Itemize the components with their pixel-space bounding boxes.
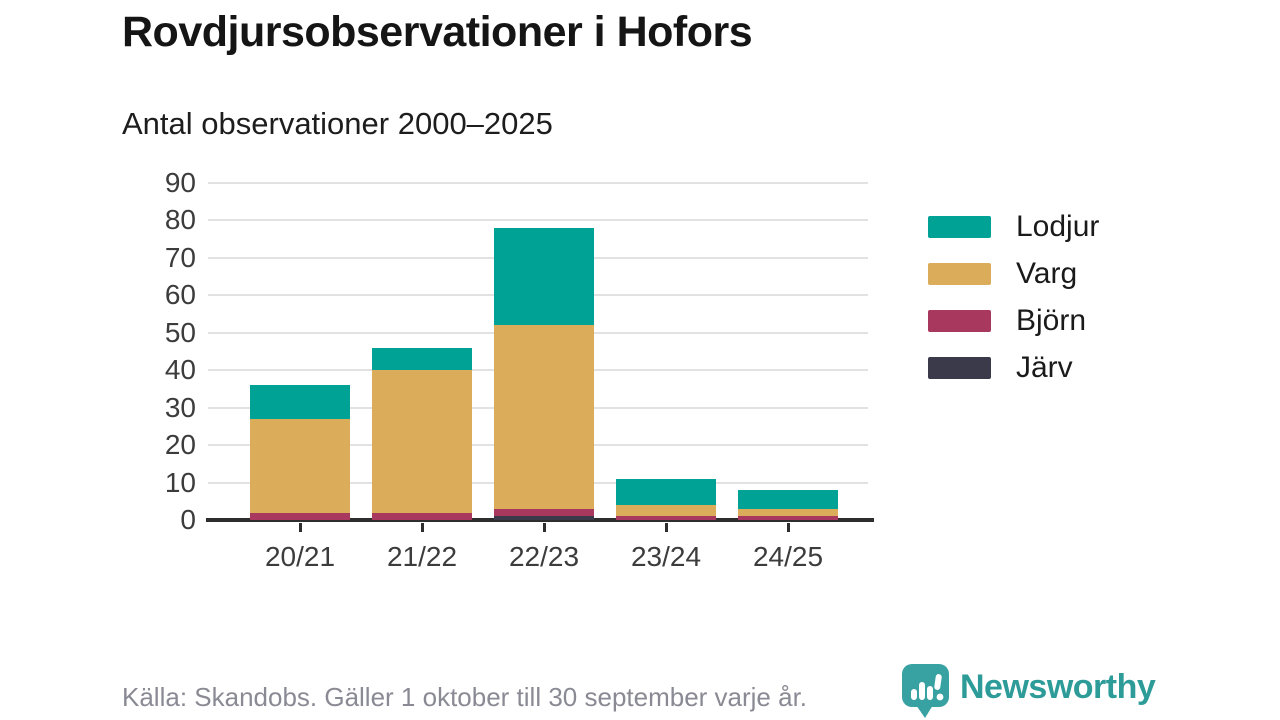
y-gridline	[208, 182, 868, 184]
bar-segment-lodjur	[494, 227, 594, 326]
legend-label: Björn	[1016, 304, 1087, 337]
y-tick-label: 70	[164, 241, 196, 273]
bar-segment-varg	[250, 418, 350, 513]
x-tick	[786, 523, 790, 532]
bar	[616, 183, 716, 520]
legend-label: Järv	[1016, 351, 1073, 384]
legend-item-lodjur: Lodjur	[928, 212, 1099, 242]
x-tick	[420, 523, 424, 532]
bar-segment-lodjur	[250, 385, 350, 419]
x-tick-label: 23/24	[630, 541, 702, 572]
bar-segment-björn	[372, 512, 472, 520]
legend-swatch	[928, 357, 991, 379]
x-tick	[298, 523, 302, 532]
plot-area: 20/21 21/22 22/23 23/24 24/25	[206, 182, 874, 572]
x-tick	[542, 523, 546, 532]
chart-subtitle: Antal observationer 2000–2025	[122, 106, 553, 141]
y-tick-label: 90	[164, 167, 196, 198]
y-tick-label: 50	[164, 316, 196, 348]
legend-swatch	[928, 310, 991, 332]
legend: Lodjur Varg Björn Järv	[928, 212, 1099, 404]
x-tick-label: 21/22	[386, 541, 458, 572]
legend-swatch	[928, 263, 991, 285]
bar	[494, 183, 594, 520]
page-title: Rovdjursobservationer i Hofors	[122, 8, 753, 56]
legend-label: Lodjur	[1016, 210, 1100, 243]
bar-segment-björn	[494, 508, 594, 517]
bar-segment-varg	[494, 325, 594, 509]
y-tick-label: 10	[164, 466, 196, 498]
y-tick-label: 30	[164, 391, 196, 423]
legend-item-björn: Björn	[928, 306, 1099, 336]
newsworthy-wordmark: Newsworthy	[960, 668, 1156, 706]
x-tick	[664, 523, 668, 532]
y-tick-label: 80	[164, 204, 196, 236]
bar	[250, 183, 350, 520]
bar	[738, 183, 838, 520]
newsworthy-logo[interactable]: Newsworthy	[901, 663, 1156, 718]
newsworthy-logo-icon	[902, 664, 949, 718]
source-note: Källa: Skandobs. Gäller 1 oktober till 3…	[122, 682, 808, 712]
bar-segment-björn	[738, 516, 838, 520]
bar-segment-järv	[494, 516, 594, 520]
legend-label: Varg	[1016, 257, 1078, 290]
y-tick-label: 60	[164, 279, 196, 311]
y-tick-label: 40	[164, 354, 196, 386]
legend-item-varg: Varg	[928, 259, 1099, 289]
x-tick-label: 24/25	[752, 541, 824, 572]
bar	[372, 183, 472, 520]
legend-swatch	[928, 216, 991, 238]
bar-segment-varg	[372, 370, 472, 513]
x-axis-line	[206, 518, 874, 522]
bar-segment-björn	[616, 516, 716, 520]
x-tick-label: 22/23	[508, 541, 580, 572]
y-gridline	[208, 219, 868, 222]
bar-segment-lodjur	[738, 490, 838, 509]
bar-segment-lodjur	[616, 478, 716, 506]
y-tick-label: 0	[180, 504, 196, 535]
bar-segment-varg	[738, 508, 838, 517]
y-tick-label: 20	[164, 429, 196, 461]
bar-segment-varg	[616, 505, 716, 517]
bar-segment-björn	[250, 512, 350, 520]
x-tick-label: 20/21	[264, 541, 336, 572]
legend-item-järv: Järv	[928, 353, 1099, 383]
bar-segment-lodjur	[372, 347, 472, 371]
